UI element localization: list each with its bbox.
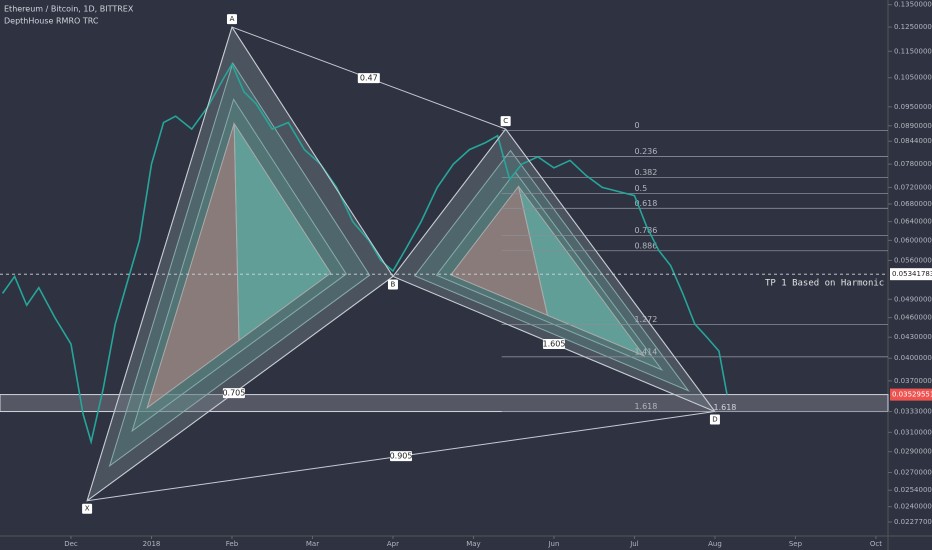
x-tick-label: 2018 (143, 540, 161, 548)
ratio-label: 1.605 (543, 339, 566, 348)
fib-label: 0.5 (634, 184, 647, 193)
x-tick-label: Jun (547, 540, 559, 548)
x-tick-label: Dec (64, 540, 78, 548)
point-box (500, 116, 511, 127)
point-box (709, 414, 720, 425)
fib-label: 0.236 (634, 147, 657, 156)
fib-label: 0.382 (634, 168, 657, 177)
fib-label: 1.618 (634, 402, 657, 411)
chart-title: Ethereum / Bitcoin, 1D, BITTREX (4, 5, 134, 14)
fib-label: 0 (634, 121, 639, 130)
ratio-box (542, 338, 565, 349)
ratio-label: 0.905 (390, 452, 413, 461)
pattern-leg (86, 26, 233, 501)
fib-label: 0.886 (634, 241, 657, 250)
pattern-leg (505, 128, 716, 412)
ratio-box (390, 451, 413, 462)
point-box (82, 503, 93, 514)
point-box (387, 279, 398, 290)
price-line (1, 62, 728, 446)
ratio-box (222, 388, 245, 399)
fib-label: 0.786 (634, 226, 657, 235)
x-tick-label: Jul (629, 540, 639, 548)
price-tag-label: 0.05341783 (892, 270, 932, 278)
x-tick-label: Mar (306, 540, 319, 548)
price-tag (890, 268, 932, 281)
zone (0, 394, 889, 413)
ratio-label: 0.705 (222, 389, 245, 398)
x-tick-label: Aug (708, 540, 722, 548)
x-tick-label: Feb (226, 540, 239, 548)
indicator-name: DepthHouse RMRO TRC (4, 17, 99, 26)
pattern-leg (231, 26, 394, 277)
ratio-box (357, 73, 380, 84)
ratio-label: 0.47 (360, 74, 378, 83)
point-label: A (230, 15, 235, 23)
fib-label: 1.272 (634, 315, 657, 324)
pattern-leg (392, 128, 507, 277)
point-label: B (391, 280, 396, 288)
fib-label: 0.618 (634, 199, 657, 208)
point-box (226, 14, 237, 25)
x-tick-label: May (466, 540, 480, 548)
x-tick-label: Oct (870, 540, 882, 548)
price-tag (890, 388, 932, 401)
fib-label: 1.414 (634, 347, 657, 356)
point-label: X (85, 505, 90, 513)
price-tag-label: 0.03529551 (892, 391, 932, 399)
x-tick-label: Apr (387, 540, 399, 548)
ratio-label: 1.618 (713, 403, 736, 412)
point-label: D (712, 416, 717, 424)
annotation: TP 1 Based on Harmonic (765, 279, 884, 289)
y-tick-label: 0.02277000 (894, 518, 932, 526)
x-tick-label: Sep (789, 540, 803, 548)
point-label: C (503, 117, 508, 125)
pattern-triangle (233, 121, 332, 342)
